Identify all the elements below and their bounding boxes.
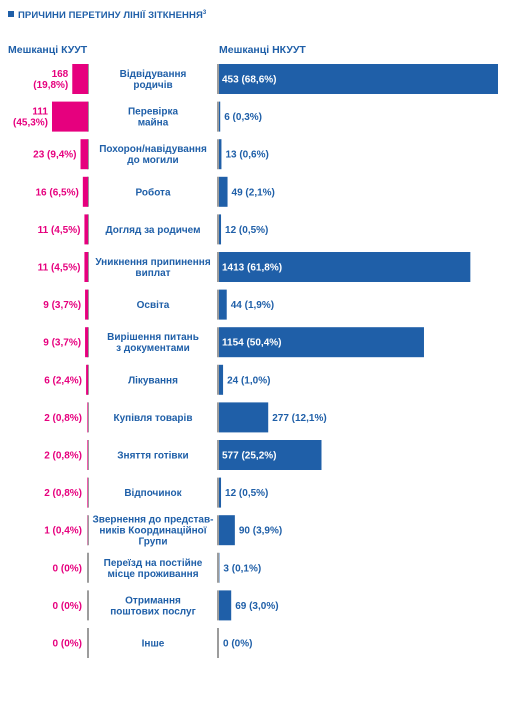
left-value-label: 9 (3,7%) bbox=[43, 300, 81, 311]
right-bar bbox=[219, 176, 228, 207]
left-value-label: 111 bbox=[32, 107, 48, 118]
right-value-label: 44 (1,9%) bbox=[231, 300, 274, 311]
right-value-label: 12 (0,5%) bbox=[225, 488, 268, 499]
left-value-label: 11 (4,5%) bbox=[38, 263, 81, 274]
left-value-label: 2 (0,8%) bbox=[44, 451, 82, 462]
category-label: Вирішення питань bbox=[107, 332, 199, 343]
left-bar bbox=[72, 64, 88, 94]
category-label: Лікування bbox=[128, 375, 178, 386]
right-value-label: 49 (2,1%) bbox=[232, 187, 275, 198]
right-bar bbox=[219, 477, 222, 508]
category-label: виплат bbox=[135, 268, 170, 279]
left-value-label: 1 (0,4%) bbox=[44, 526, 82, 537]
right-bar bbox=[219, 139, 222, 170]
category-label: Звернення до представ- bbox=[93, 515, 214, 526]
right-value-label: 69 (3,0%) bbox=[235, 601, 278, 612]
right-bar bbox=[219, 101, 221, 132]
category-label: майна bbox=[138, 118, 169, 129]
right-value-label: 1154 (50,4%) bbox=[222, 338, 282, 349]
category-label: Робота bbox=[135, 186, 170, 198]
right-value-label: 24 (1,0%) bbox=[227, 375, 270, 386]
right-series-header: Мешканці НКУУТ bbox=[219, 44, 306, 56]
right-value-label: 3 (0,1%) bbox=[223, 563, 261, 574]
category-label: Групи bbox=[138, 537, 167, 548]
left-bar bbox=[86, 364, 88, 395]
category-label: поштових послуг bbox=[110, 606, 196, 617]
category-label: Освіта bbox=[137, 300, 170, 311]
left-value-label: 2 (0,8%) bbox=[44, 413, 82, 424]
right-bar bbox=[219, 590, 232, 621]
left-value-label: 2 (0,8%) bbox=[44, 488, 82, 499]
left-bar bbox=[84, 214, 88, 245]
right-bar bbox=[219, 364, 224, 395]
category-label: родичів bbox=[133, 80, 172, 91]
left-bar bbox=[84, 252, 88, 282]
category-label: Отримання bbox=[125, 595, 181, 606]
right-bar bbox=[219, 289, 227, 320]
right-bar bbox=[219, 515, 235, 546]
left-value-label: 0 (0%) bbox=[53, 639, 82, 650]
chart-title-footnote: 3 bbox=[202, 10, 207, 16]
left-bar bbox=[80, 139, 88, 170]
left-bar bbox=[82, 176, 88, 207]
right-bar bbox=[219, 402, 269, 433]
category-label: Інше bbox=[142, 639, 165, 650]
left-value-label: 168 bbox=[52, 69, 69, 80]
category-label: до могили bbox=[127, 155, 178, 166]
left-value-label: 6 (2,4%) bbox=[44, 375, 82, 386]
right-value-label: 577 (25,2%) bbox=[222, 451, 276, 462]
left-value-label: 23 (9,4%) bbox=[33, 150, 76, 161]
left-value-label: 9 (3,7%) bbox=[43, 338, 81, 349]
right-value-label: 12 (0,5%) bbox=[225, 225, 268, 236]
right-value-label: 453 (68,6%) bbox=[222, 75, 276, 86]
right-bar bbox=[219, 327, 424, 358]
left-bar bbox=[52, 101, 88, 132]
left-series-header: Мешканці КУУТ bbox=[8, 44, 88, 56]
left-value-label: (19,8%) bbox=[33, 80, 68, 91]
category-label: Перевірка bbox=[128, 107, 178, 118]
left-bar bbox=[85, 289, 88, 320]
right-bar bbox=[219, 440, 322, 470]
category-label: Відпочинок bbox=[124, 488, 182, 499]
category-label: з документами bbox=[116, 343, 190, 354]
category-label: Зняття готівки bbox=[117, 451, 188, 462]
category-label: Переїзд на постійне bbox=[104, 558, 203, 569]
chart-title-text: ПРИЧИНИ ПЕРЕТИНУ ЛІНІЇ ЗІТКНЕННЯ bbox=[18, 10, 203, 22]
left-bar bbox=[85, 327, 88, 358]
left-value-label: 0 (0%) bbox=[53, 563, 82, 574]
right-value-label: 1413 (61,8%) bbox=[222, 263, 282, 274]
chart-title: ПРИЧИНИ ПЕРЕТИНУ ЛІНІЇ ЗІТКНЕННЯ3 bbox=[8, 10, 206, 21]
right-value-label: 13 (0,6%) bbox=[225, 150, 268, 161]
title-square-icon bbox=[8, 11, 14, 18]
category-label: Догляд за родичем bbox=[106, 225, 201, 236]
left-value-label: 0 (0%) bbox=[53, 601, 82, 612]
left-bar bbox=[87, 402, 88, 433]
left-bar bbox=[87, 477, 88, 508]
right-value-label: 277 (12,1%) bbox=[272, 413, 326, 424]
category-label: Відвідування bbox=[120, 69, 187, 80]
right-bar bbox=[219, 214, 222, 245]
category-label: Купівля товарів bbox=[114, 413, 193, 424]
right-bar bbox=[219, 64, 498, 94]
left-value-label: 11 (4,5%) bbox=[38, 225, 81, 236]
left-value-label: (45,3%) bbox=[13, 118, 48, 129]
category-label: місце проживання bbox=[107, 569, 198, 580]
left-bar bbox=[87, 440, 88, 470]
right-value-label: 90 (3,9%) bbox=[239, 526, 282, 537]
left-value-label: 16 (6,5%) bbox=[35, 187, 78, 198]
category-label: Уникнення припинення bbox=[95, 257, 210, 268]
category-label: ників Координаційної bbox=[99, 526, 206, 537]
right-value-label: 0 (0%) bbox=[223, 639, 252, 650]
right-bar bbox=[219, 252, 471, 282]
category-label: Похорон/навідування bbox=[99, 144, 207, 155]
right-value-label: 6 (0,3%) bbox=[224, 112, 262, 123]
